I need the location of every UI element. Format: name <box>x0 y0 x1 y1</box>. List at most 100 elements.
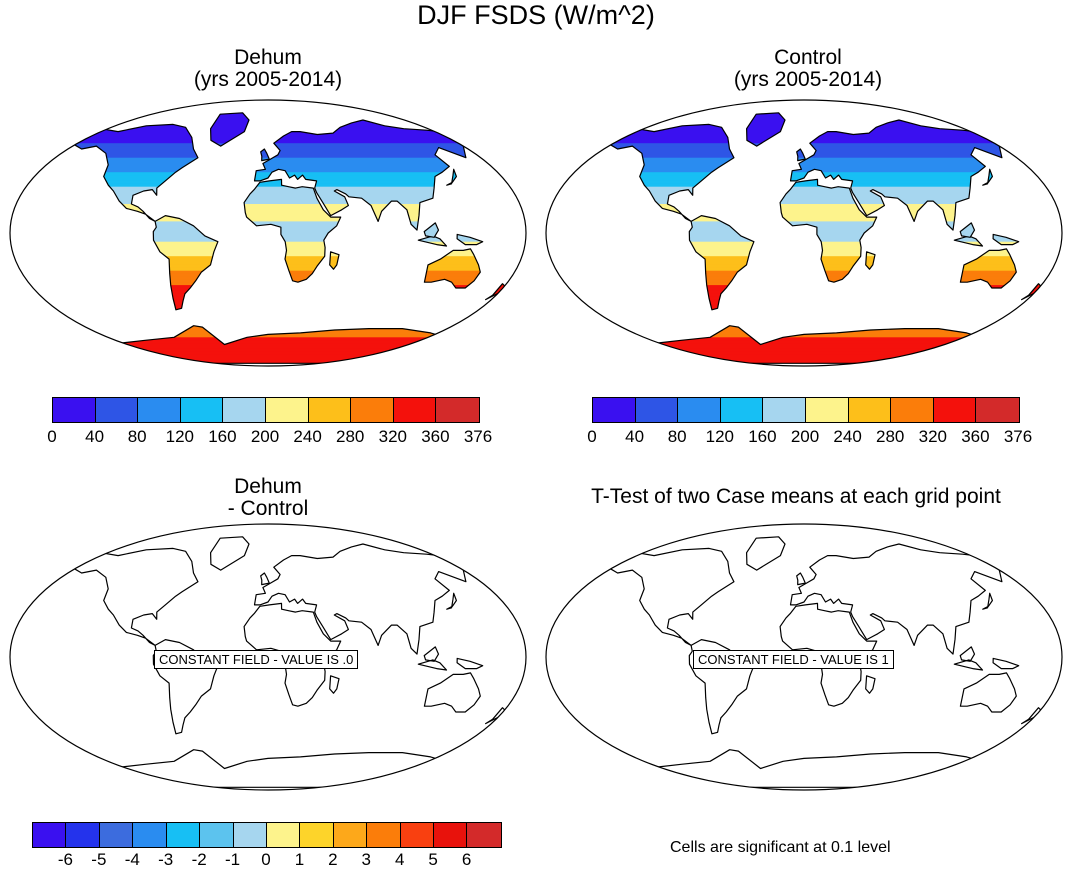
coastline-borneo <box>423 222 440 238</box>
colorbar-cell <box>180 398 224 422</box>
colorbar-tick-label: 320 <box>378 427 407 446</box>
panel1-title: Dehum (yrs 2005-2014) <box>78 47 458 91</box>
colorbar-tick-label: 5 <box>428 850 438 869</box>
coastline-samerica <box>688 215 755 311</box>
colorbar-tick-label: 280 <box>876 427 905 446</box>
constant-field-label-diff: CONSTANT FIELD - VALUE IS .0 <box>154 650 359 669</box>
colorbar-cell <box>200 823 234 847</box>
colorbar-cell <box>436 398 479 422</box>
map-border <box>9 523 527 791</box>
colorbar-cell <box>333 823 368 847</box>
coastline-africa <box>779 178 878 283</box>
colorbar-cell <box>133 823 167 847</box>
coastline-borneo <box>959 222 976 238</box>
colorbar-tick-label: 40 <box>625 427 645 446</box>
colorbar-cell <box>400 823 435 847</box>
panel2-title: Control (yrs 2005-2014) <box>618 47 998 91</box>
colorbar-tick-label: -3 <box>158 850 174 869</box>
colorbar-tick-label: 240 <box>833 427 862 446</box>
colorbar-cell <box>434 823 468 847</box>
colorbar-tick-label: 320 <box>918 427 947 446</box>
colorbar-tick-label: 2 <box>328 850 338 869</box>
colorbar-control-ticks: 0 40 80 120 160 200 240 280 320 360 376 <box>587 427 1032 449</box>
colorbar-tick-label: 1 <box>294 850 305 869</box>
map-panel-control <box>545 99 1063 367</box>
constant-field-label-ttest: CONSTANT FIELD - VALUE IS 1 <box>693 650 894 669</box>
coastline-madagascar <box>329 251 340 270</box>
coastline-namerica <box>609 547 735 646</box>
coastline-eurasia <box>789 543 1006 655</box>
coastline-japan <box>982 168 993 186</box>
panel3-title: Dehum - Control <box>78 476 458 520</box>
coastline-samerica <box>152 215 219 311</box>
coastline-australia <box>959 672 1017 713</box>
colorbar-cell <box>308 398 352 422</box>
colorbar-cell <box>848 398 892 422</box>
colorbar-cell <box>891 398 934 422</box>
coastline-namerica <box>73 547 199 646</box>
coastline-antarctica <box>632 749 982 788</box>
panel4-title-line1: T-Test of two Case means at each grid po… <box>591 485 1001 508</box>
colorbar-cell <box>763 398 806 422</box>
colorbar-tick-label: -1 <box>225 850 241 869</box>
colorbar-tick-label: 40 <box>85 427 105 446</box>
coastline-madagascar <box>865 675 876 694</box>
coastline-borneo <box>423 646 440 662</box>
coastline-africa <box>243 178 342 283</box>
colorbar-cell <box>593 398 636 422</box>
colorbar-tick-label: 200 <box>250 427 280 446</box>
colorbar-tick-label: 280 <box>336 427 365 446</box>
coastline-nz <box>1021 707 1044 725</box>
coastline-japan <box>446 592 457 610</box>
colorbar-tick-label: -2 <box>191 850 207 869</box>
colorbar-cell <box>265 398 309 422</box>
coastline-newguinea <box>992 233 1020 246</box>
colorbar-cell <box>266 823 301 847</box>
colorbar-tick-label: 6 <box>461 850 472 869</box>
coastline-australia <box>423 672 481 713</box>
coastline-japan <box>446 168 457 186</box>
coastline-uk <box>796 572 806 586</box>
coastline-uk <box>796 148 806 162</box>
panel3-title-line1: Dehum <box>234 475 302 498</box>
coastline-antarctica <box>96 749 446 788</box>
coastline-japan <box>982 592 993 610</box>
coastline-uk <box>260 572 270 586</box>
coastline-greenland <box>210 112 250 147</box>
coastline-nz <box>485 707 508 725</box>
colorbar-cell <box>166 823 201 847</box>
colorbar-tick-label: 160 <box>208 427 237 446</box>
colorbar-cell <box>66 823 100 847</box>
colorbar-tick-label: -4 <box>124 850 140 869</box>
colorbar-cell <box>223 398 266 422</box>
colorbar-control <box>592 397 1020 423</box>
map-border <box>545 99 1063 367</box>
coastline-newguinea <box>992 657 1020 670</box>
coastline-newguinea <box>456 233 484 246</box>
colorbar-difference-ticks: -6 -5 -4 -3 -2 -1 0 1 2 3 4 5 6 <box>32 850 502 870</box>
colorbar-cell <box>233 823 267 847</box>
colorbar-cell <box>33 823 67 847</box>
colorbar-tick-label: 0 <box>261 850 271 869</box>
colorbar-cell <box>53 398 96 422</box>
colorbar-cell <box>720 398 764 422</box>
coastline-eurasia <box>789 119 1006 231</box>
map-border <box>545 523 1063 791</box>
colorbar-cell <box>351 398 394 422</box>
colorbar-tick-label: 376 <box>1003 427 1033 446</box>
coastline-uk <box>260 148 270 162</box>
colorbar-cell <box>99 823 134 847</box>
colorbar-tick-label: -6 <box>57 850 73 869</box>
colorbar-difference <box>32 822 502 848</box>
colorbar-cell <box>933 398 977 422</box>
colorbar-tick-label: 120 <box>165 427 194 446</box>
colorbar-cell <box>393 398 437 422</box>
coastline-greenland <box>746 536 786 571</box>
coastline-greenland <box>210 536 250 571</box>
coastline-greenland <box>746 112 786 147</box>
coastline-madagascar <box>865 251 876 270</box>
colorbar-cell <box>138 398 181 422</box>
colorbar-cell <box>367 823 401 847</box>
colorbar-cell <box>976 398 1019 422</box>
coastline-australia <box>959 248 1017 289</box>
